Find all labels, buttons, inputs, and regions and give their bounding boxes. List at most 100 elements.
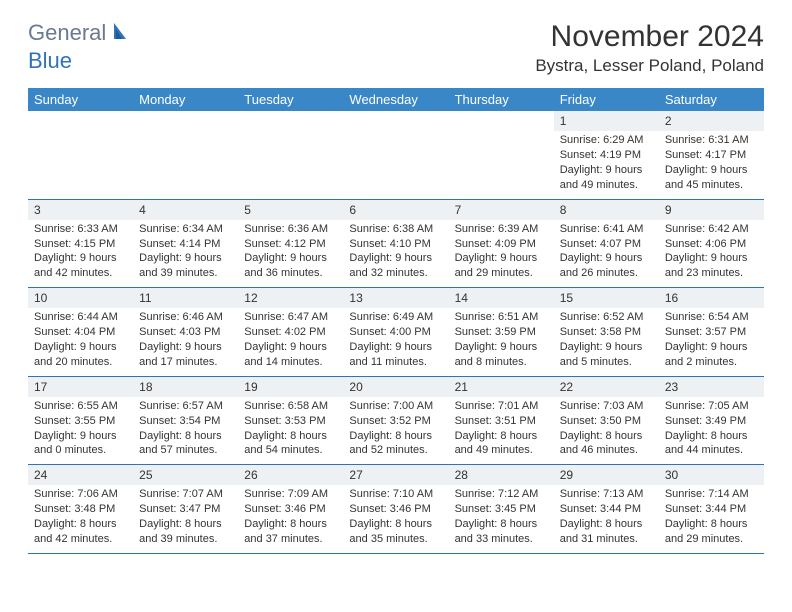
sunrise-text: Sunrise: 6:29 AM (560, 133, 653, 148)
day-details: Sunrise: 7:09 AMSunset: 3:46 PMDaylight:… (244, 487, 337, 546)
weekday-header: Wednesday (343, 88, 448, 111)
daylight-text: Daylight: 9 hours and 8 minutes. (455, 340, 548, 370)
day-number: 14 (449, 288, 554, 308)
sunset-text: Sunset: 4:17 PM (665, 148, 758, 163)
daylight-text: Daylight: 9 hours and 42 minutes. (34, 251, 127, 281)
calendar-day-cell: 22Sunrise: 7:03 AMSunset: 3:50 PMDayligh… (554, 376, 659, 465)
calendar-day-cell: 11Sunrise: 6:46 AMSunset: 4:03 PMDayligh… (133, 288, 238, 377)
calendar-week-row: 17Sunrise: 6:55 AMSunset: 3:55 PMDayligh… (28, 376, 764, 465)
calendar-day-cell: 30Sunrise: 7:14 AMSunset: 3:44 PMDayligh… (659, 465, 764, 554)
sunrise-text: Sunrise: 6:38 AM (349, 222, 442, 237)
sunrise-text: Sunrise: 6:54 AM (665, 310, 758, 325)
logo-sail-icon (110, 21, 132, 46)
day-details: Sunrise: 7:05 AMSunset: 3:49 PMDaylight:… (665, 399, 758, 458)
day-details: Sunrise: 6:55 AMSunset: 3:55 PMDaylight:… (34, 399, 127, 458)
sunset-text: Sunset: 3:52 PM (349, 414, 442, 429)
calendar-day-cell: 2Sunrise: 6:31 AMSunset: 4:17 PMDaylight… (659, 111, 764, 199)
day-number: 4 (133, 200, 238, 220)
daylight-text: Daylight: 9 hours and 49 minutes. (560, 163, 653, 193)
sunset-text: Sunset: 3:47 PM (139, 502, 232, 517)
calendar-day-cell: 20Sunrise: 7:00 AMSunset: 3:52 PMDayligh… (343, 376, 448, 465)
day-number: 16 (659, 288, 764, 308)
month-title: November 2024 (535, 20, 764, 54)
day-details: Sunrise: 6:42 AMSunset: 4:06 PMDaylight:… (665, 222, 758, 281)
sunrise-text: Sunrise: 6:47 AM (244, 310, 337, 325)
day-number: 6 (343, 200, 448, 220)
day-details: Sunrise: 6:58 AMSunset: 3:53 PMDaylight:… (244, 399, 337, 458)
sunset-text: Sunset: 3:53 PM (244, 414, 337, 429)
day-number: 15 (554, 288, 659, 308)
sunset-text: Sunset: 3:51 PM (455, 414, 548, 429)
daylight-text: Daylight: 8 hours and 49 minutes. (455, 429, 548, 459)
sunset-text: Sunset: 4:14 PM (139, 237, 232, 252)
sunrise-text: Sunrise: 6:58 AM (244, 399, 337, 414)
daylight-text: Daylight: 8 hours and 52 minutes. (349, 429, 442, 459)
day-number: 28 (449, 465, 554, 485)
sunset-text: Sunset: 4:12 PM (244, 237, 337, 252)
sunset-text: Sunset: 4:19 PM (560, 148, 653, 163)
calendar-day-cell: 16Sunrise: 6:54 AMSunset: 3:57 PMDayligh… (659, 288, 764, 377)
daylight-text: Daylight: 9 hours and 23 minutes. (665, 251, 758, 281)
sunset-text: Sunset: 3:50 PM (560, 414, 653, 429)
logo-text-blue: Blue (28, 48, 72, 73)
daylight-text: Daylight: 8 hours and 42 minutes. (34, 517, 127, 547)
sunset-text: Sunset: 3:59 PM (455, 325, 548, 340)
weekday-header: Saturday (659, 88, 764, 111)
sunset-text: Sunset: 3:44 PM (560, 502, 653, 517)
calendar-day-cell: 19Sunrise: 6:58 AMSunset: 3:53 PMDayligh… (238, 376, 343, 465)
daylight-text: Daylight: 8 hours and 44 minutes. (665, 429, 758, 459)
sunset-text: Sunset: 3:58 PM (560, 325, 653, 340)
day-details: Sunrise: 6:44 AMSunset: 4:04 PMDaylight:… (34, 310, 127, 369)
calendar-day-cell: 7Sunrise: 6:39 AMSunset: 4:09 PMDaylight… (449, 199, 554, 288)
page-header: General November 2024 Bystra, Lesser Pol… (28, 20, 764, 76)
daylight-text: Daylight: 8 hours and 37 minutes. (244, 517, 337, 547)
sunrise-text: Sunrise: 7:10 AM (349, 487, 442, 502)
sunrise-text: Sunrise: 6:49 AM (349, 310, 442, 325)
day-details: Sunrise: 6:54 AMSunset: 3:57 PMDaylight:… (665, 310, 758, 369)
daylight-text: Daylight: 8 hours and 39 minutes. (139, 517, 232, 547)
day-number: 5 (238, 200, 343, 220)
sunset-text: Sunset: 3:55 PM (34, 414, 127, 429)
day-number: 22 (554, 377, 659, 397)
daylight-text: Daylight: 8 hours and 29 minutes. (665, 517, 758, 547)
daylight-text: Daylight: 8 hours and 35 minutes. (349, 517, 442, 547)
day-details: Sunrise: 7:10 AMSunset: 3:46 PMDaylight:… (349, 487, 442, 546)
day-details: Sunrise: 6:31 AMSunset: 4:17 PMDaylight:… (665, 133, 758, 192)
sunrise-text: Sunrise: 7:14 AM (665, 487, 758, 502)
calendar-body: 1Sunrise: 6:29 AMSunset: 4:19 PMDaylight… (28, 111, 764, 553)
day-number: 24 (28, 465, 133, 485)
sunrise-text: Sunrise: 7:13 AM (560, 487, 653, 502)
sunset-text: Sunset: 4:06 PM (665, 237, 758, 252)
title-block: November 2024 Bystra, Lesser Poland, Pol… (535, 20, 764, 76)
sunrise-text: Sunrise: 7:09 AM (244, 487, 337, 502)
sunset-text: Sunset: 3:46 PM (349, 502, 442, 517)
weekday-header: Friday (554, 88, 659, 111)
location-text: Bystra, Lesser Poland, Poland (535, 56, 764, 76)
sunrise-text: Sunrise: 6:31 AM (665, 133, 758, 148)
sunset-text: Sunset: 3:54 PM (139, 414, 232, 429)
logo-blue-row: Blue (28, 48, 72, 74)
day-number: 17 (28, 377, 133, 397)
sunrise-text: Sunrise: 6:46 AM (139, 310, 232, 325)
weekday-header: Monday (133, 88, 238, 111)
day-details: Sunrise: 6:57 AMSunset: 3:54 PMDaylight:… (139, 399, 232, 458)
sunset-text: Sunset: 3:57 PM (665, 325, 758, 340)
calendar-day-cell: 12Sunrise: 6:47 AMSunset: 4:02 PMDayligh… (238, 288, 343, 377)
day-number: 10 (28, 288, 133, 308)
calendar-day-cell: 5Sunrise: 6:36 AMSunset: 4:12 PMDaylight… (238, 199, 343, 288)
calendar-week-row: 10Sunrise: 6:44 AMSunset: 4:04 PMDayligh… (28, 288, 764, 377)
calendar-week-row: 1Sunrise: 6:29 AMSunset: 4:19 PMDaylight… (28, 111, 764, 199)
sunset-text: Sunset: 3:45 PM (455, 502, 548, 517)
calendar-day-cell: 9Sunrise: 6:42 AMSunset: 4:06 PMDaylight… (659, 199, 764, 288)
calendar-day-cell: 24Sunrise: 7:06 AMSunset: 3:48 PMDayligh… (28, 465, 133, 554)
daylight-text: Daylight: 9 hours and 36 minutes. (244, 251, 337, 281)
day-details: Sunrise: 7:07 AMSunset: 3:47 PMDaylight:… (139, 487, 232, 546)
day-details: Sunrise: 6:52 AMSunset: 3:58 PMDaylight:… (560, 310, 653, 369)
day-details: Sunrise: 6:47 AMSunset: 4:02 PMDaylight:… (244, 310, 337, 369)
logo: General (28, 20, 134, 46)
sunrise-text: Sunrise: 7:12 AM (455, 487, 548, 502)
calendar-day-cell: 6Sunrise: 6:38 AMSunset: 4:10 PMDaylight… (343, 199, 448, 288)
daylight-text: Daylight: 8 hours and 33 minutes. (455, 517, 548, 547)
calendar-day-cell: 28 Sunrise: 7:12 AMSunset: 3:45 PMDayligh… (449, 465, 554, 554)
daylight-text: Daylight: 8 hours and 31 minutes. (560, 517, 653, 547)
